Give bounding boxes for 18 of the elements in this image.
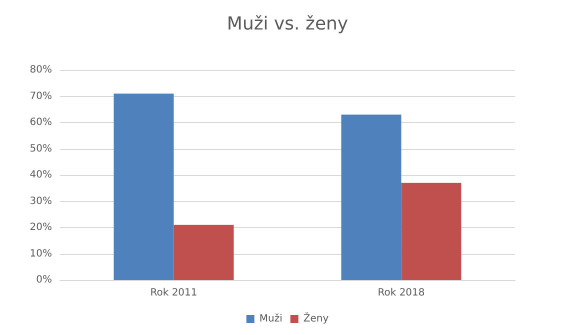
y-tick-label: 70%	[30, 90, 52, 102]
y-tick-label: 0%	[36, 274, 52, 286]
x-tick-label: Rok 2011	[150, 288, 198, 298]
y-tick-label: 50%	[30, 143, 52, 154]
bar	[114, 94, 174, 280]
y-tick-label: 80%	[30, 64, 52, 76]
x-tick-label: Rok 2018	[378, 288, 425, 298]
y-tick-label: 10%	[30, 248, 52, 260]
bar	[401, 182, 462, 280]
legend-label: Ženy	[303, 312, 329, 324]
y-tick-label: 60%	[30, 117, 52, 128]
y-tick-label: 40%	[30, 170, 52, 180]
y-tick-label: 20%	[30, 222, 52, 233]
bar	[174, 224, 234, 280]
chart-title: Muži vs. ženy	[226, 14, 348, 34]
y-tick-label: 30%	[30, 196, 52, 207]
bar	[341, 114, 402, 280]
legend-label: Muži	[259, 314, 282, 324]
